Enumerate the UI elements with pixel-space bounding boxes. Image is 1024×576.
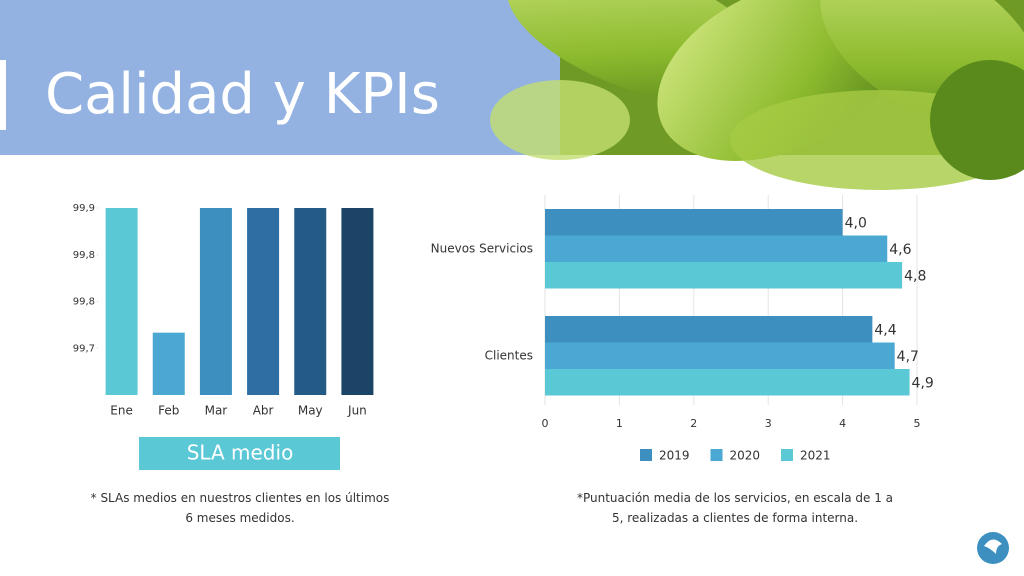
bar	[545, 369, 910, 396]
bar	[545, 209, 843, 236]
bar	[105, 208, 138, 395]
x-tick-label: 5	[914, 417, 921, 430]
legend-swatch	[710, 449, 723, 461]
x-tick-label: 2	[690, 417, 697, 430]
value-label: 4,4	[874, 322, 896, 338]
x-tick-label: 0	[542, 417, 549, 430]
bar	[341, 208, 374, 395]
x-tick-label: 1	[616, 417, 623, 430]
value-label: 4,9	[912, 375, 934, 391]
x-tick-label: Ene	[110, 404, 133, 418]
legend-label: 2019	[659, 449, 690, 463]
bar	[152, 332, 185, 395]
value-label: 4,8	[904, 268, 926, 284]
x-tick-label: 4	[839, 417, 846, 430]
slide-title: Calidad y KPIs	[45, 62, 440, 127]
bar	[545, 316, 873, 343]
title-accent	[0, 60, 6, 130]
value-label: 4,0	[845, 215, 867, 231]
legend-label: 2020	[730, 449, 761, 463]
header-image	[490, 0, 1024, 190]
score-chart: 0 1 2 3 4 5 Nuevos Servicios Clientes 4,0 4,4 2019…	[431, 195, 934, 463]
bar	[545, 262, 903, 289]
sla-chart: 99,9 99,8 99,8 99,7 Ene Feb Mar Abr May Jun	[73, 203, 374, 418]
x-tick-label: Abr	[253, 404, 274, 418]
legend-swatch	[781, 449, 793, 461]
x-tick-label: Jun	[347, 404, 367, 418]
y-tick-label: 99,8	[73, 250, 95, 261]
note: * SLAs medios en nuestros clientes en lo…	[90, 491, 390, 525]
bar	[294, 208, 327, 395]
x-tick-label: 3	[765, 417, 772, 430]
value-label: 4,7	[897, 349, 919, 365]
legend-swatch	[640, 449, 652, 461]
bar	[199, 208, 232, 395]
caption: SLA medio	[187, 441, 294, 465]
y-tick-label: 99,9	[73, 203, 95, 214]
category-label: Clientes	[485, 348, 533, 362]
bar	[545, 342, 895, 369]
y-tick-label: 99,7	[73, 343, 95, 354]
logo-mark	[984, 539, 1002, 554]
category-label: Nuevos Servicios	[431, 241, 533, 255]
bar	[247, 208, 280, 395]
x-tick-label: Feb	[158, 404, 179, 418]
x-tick-label: May	[298, 404, 323, 418]
value-label: 4,6	[889, 242, 911, 258]
x-tick-label: Mar	[205, 404, 228, 418]
caption-box	[139, 437, 340, 470]
y-tick-label: 99,8	[73, 297, 95, 308]
note: *Puntuación media de los servicios, en e…	[576, 491, 893, 525]
legend-label: 2021	[800, 449, 831, 463]
bar	[545, 235, 888, 262]
